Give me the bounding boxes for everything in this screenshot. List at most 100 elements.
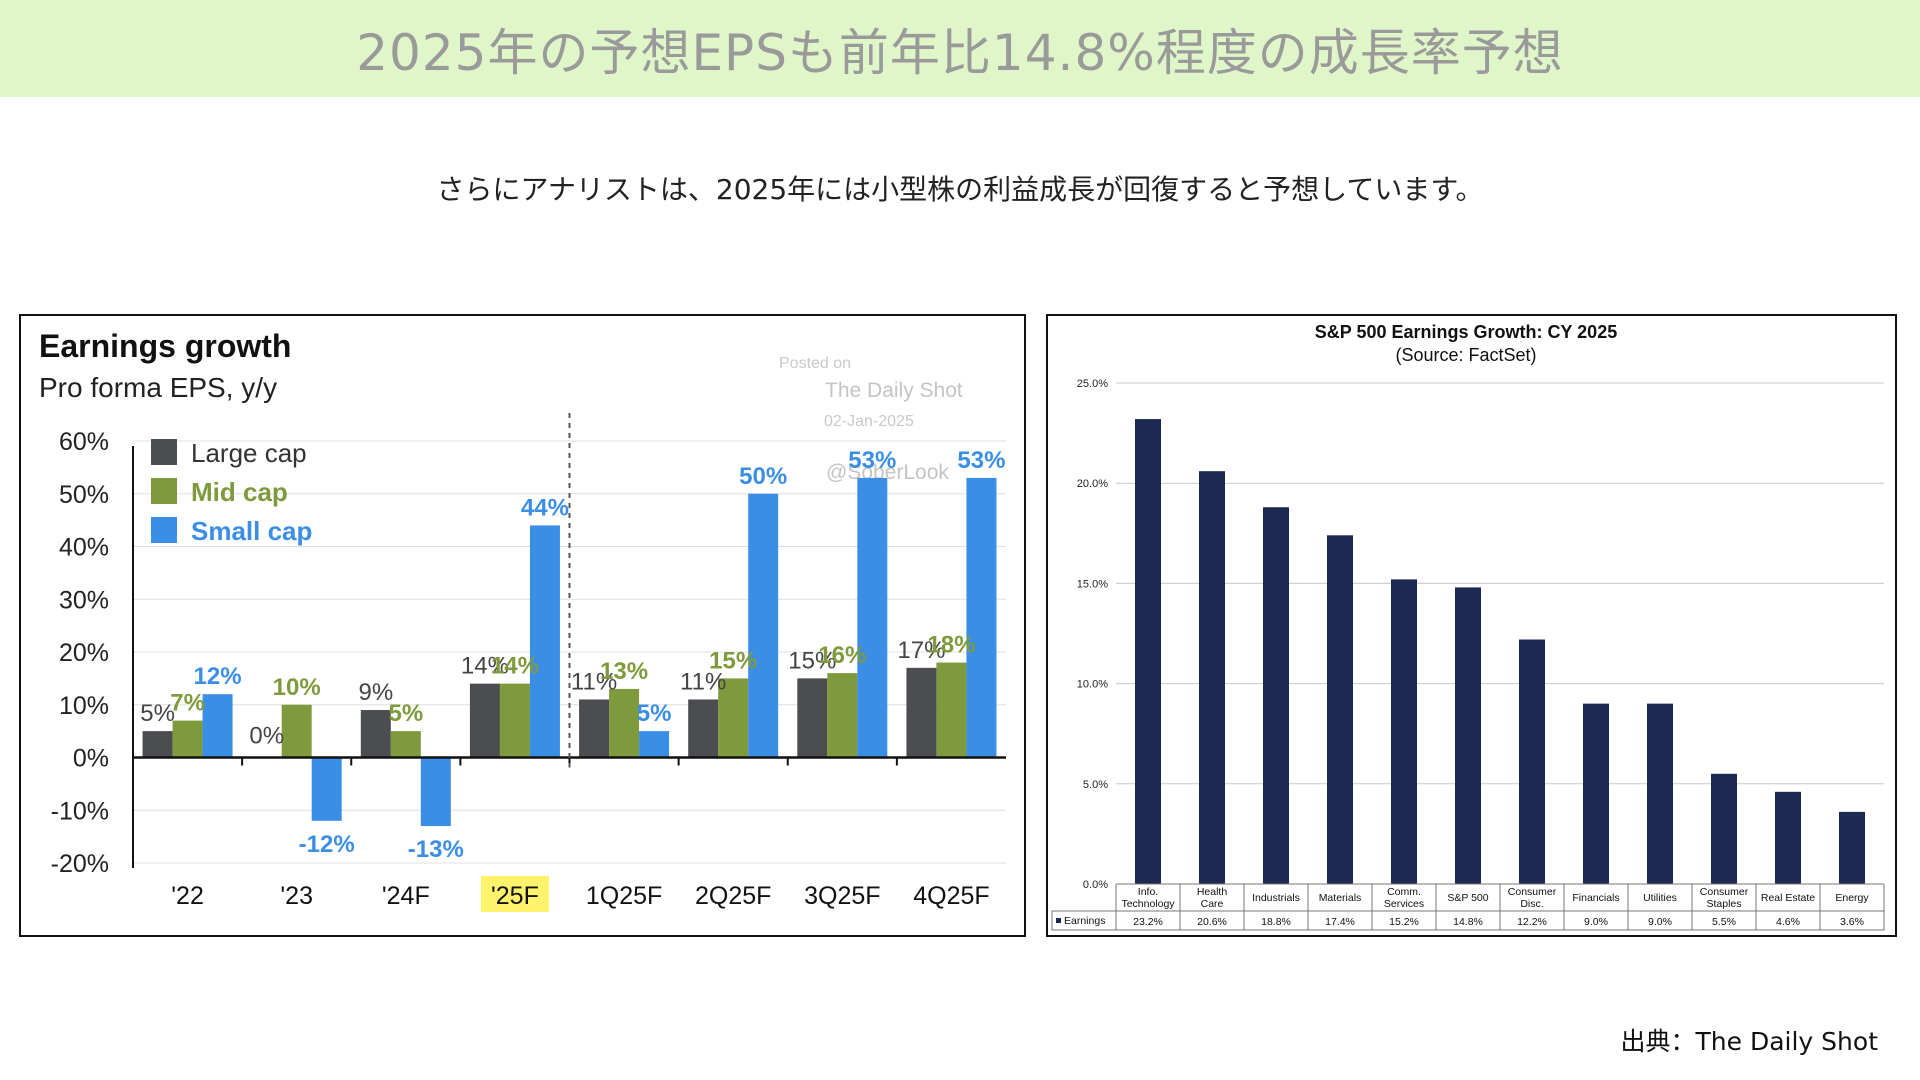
x-tick-label: '25F <box>491 882 539 910</box>
legend-label: Large cap <box>191 438 307 468</box>
data-label: 15% <box>709 647 757 674</box>
watermark-text: Posted on <box>779 355 851 372</box>
table-series-label: Earnings <box>1064 915 1105 927</box>
bar-large-cap <box>360 710 391 758</box>
bar-large-cap <box>906 667 937 758</box>
table-value: 17.4% <box>1325 916 1355 928</box>
y-tick-label: 10% <box>59 692 109 720</box>
data-label: 10% <box>273 674 321 701</box>
data-label: 44% <box>521 494 569 521</box>
data-label: 13% <box>600 658 648 685</box>
bar-earnings <box>1327 535 1353 884</box>
bar-small-cap <box>420 757 451 827</box>
bar-earnings <box>1647 703 1673 884</box>
x-tick-label: Real Estate <box>1761 892 1815 904</box>
bar-large-cap <box>469 683 500 758</box>
data-label: 5% <box>140 700 175 727</box>
bar-mid-cap <box>609 688 640 758</box>
bar-small-cap <box>748 493 779 758</box>
table-value: 15.2% <box>1389 916 1419 928</box>
bar-small-cap <box>202 694 233 758</box>
bar-earnings <box>1263 507 1289 884</box>
data-label: 16% <box>818 642 866 669</box>
table-value: 3.6% <box>1840 916 1864 928</box>
table-value: 12.2% <box>1517 916 1547 928</box>
data-label: 50% <box>739 463 787 490</box>
bar-mid-cap <box>499 683 530 758</box>
legend-label: Small cap <box>191 516 312 546</box>
data-label: -13% <box>408 836 464 863</box>
table-value: 9.0% <box>1584 916 1608 928</box>
x-tick-label: Info. <box>1138 886 1158 898</box>
earnings-growth-chart-panel: Earnings growth Pro forma EPS, y/y Posted … <box>19 314 1026 937</box>
table-value: 18.8% <box>1261 916 1291 928</box>
y-tick-label: -20% <box>51 850 109 878</box>
x-tick-label: S&P 500 <box>1447 892 1488 904</box>
y-tick-label: 20.0% <box>1077 478 1108 490</box>
x-tick-label: Materials <box>1319 892 1362 904</box>
x-tick-label: 1Q25F <box>586 882 662 910</box>
bar-earnings <box>1519 639 1545 884</box>
bar-small-cap <box>639 731 670 758</box>
watermark-text: The Daily Shot <box>825 379 963 402</box>
y-tick-label: 20% <box>59 639 109 667</box>
page-subtitle: さらにアナリストは、2025年には小型株の利益成長が回復すると予想しています。 <box>436 173 1484 206</box>
x-tick-label: Care <box>1201 898 1224 910</box>
data-label: 7% <box>170 690 205 717</box>
bar-mid-cap <box>281 704 312 758</box>
data-label: 14% <box>491 653 539 680</box>
bar-mid-cap <box>172 720 203 758</box>
bar-earnings <box>1455 587 1481 884</box>
x-tick-label: Health <box>1197 886 1228 898</box>
x-tick-label: 4Q25F <box>913 882 989 910</box>
y-tick-label: 25.0% <box>1077 378 1108 390</box>
data-label: 53% <box>957 447 1005 474</box>
x-tick-label: '23 <box>280 882 313 910</box>
x-tick-label: '24F <box>382 882 430 910</box>
x-tick-label: Consumer <box>1700 886 1749 898</box>
y-tick-label: 0.0% <box>1083 879 1108 891</box>
x-tick-label: Utilities <box>1643 892 1677 904</box>
bar-large-cap <box>579 699 610 758</box>
x-tick-label: Industrials <box>1252 892 1300 904</box>
data-label: 11% <box>571 668 617 695</box>
bar-mid-cap <box>936 662 967 758</box>
table-value: 14.8% <box>1453 916 1483 928</box>
bar-large-cap <box>688 699 719 758</box>
x-tick-label: Staples <box>1706 898 1741 910</box>
chart-title: Earnings growth <box>39 328 291 364</box>
y-tick-label: 30% <box>59 586 109 614</box>
watermark-text: @SoberLook <box>826 461 949 484</box>
y-tick-label: 40% <box>59 534 109 562</box>
sp500-earnings-chart-panel: S&P 500 Earnings Growth: CY 2025 (Source:… <box>1046 314 1897 937</box>
legend-swatch <box>151 439 177 465</box>
earnings-growth-chart: Earnings growth Pro forma EPS, y/y Posted … <box>39 328 1006 912</box>
sp500-earnings-chart: S&P 500 Earnings Growth: CY 2025 (Source:… <box>1051 322 1885 931</box>
data-label: 17% <box>897 637 945 664</box>
bar-earnings <box>1839 811 1865 884</box>
chart-title: S&P 500 Earnings Growth: CY 2025 <box>1315 322 1617 342</box>
bar-mid-cap <box>718 678 749 758</box>
bar-large-cap <box>797 678 828 758</box>
x-tick-label: Comm. <box>1387 886 1421 898</box>
bar-small-cap <box>529 525 560 758</box>
x-tick-label: Consumer <box>1508 886 1557 898</box>
table-value: 20.6% <box>1197 916 1227 928</box>
x-tick-label: Energy <box>1835 892 1869 904</box>
data-label: 18% <box>927 632 975 659</box>
x-tick-label: '22 <box>171 882 204 910</box>
chart-subtitle: (Source: FactSet) <box>1395 345 1536 365</box>
title-banner: 2025年の予想EPSも前年比14.8%程度の成長率予想 <box>0 0 1920 97</box>
y-tick-label: 60% <box>59 428 109 456</box>
bar-earnings <box>1583 703 1609 884</box>
y-tick-label: 15.0% <box>1077 578 1108 590</box>
bar-earnings <box>1775 791 1801 884</box>
table-legend-key <box>1056 918 1061 923</box>
data-label: -12% <box>299 831 355 858</box>
bar-small-cap <box>311 757 342 821</box>
data-label: 5% <box>388 700 423 727</box>
x-tick-label: Disc. <box>1520 898 1543 910</box>
bar-earnings <box>1135 419 1161 884</box>
highlight-box <box>480 876 549 912</box>
source-note: 出典：The Daily Shot <box>1620 1027 1878 1056</box>
